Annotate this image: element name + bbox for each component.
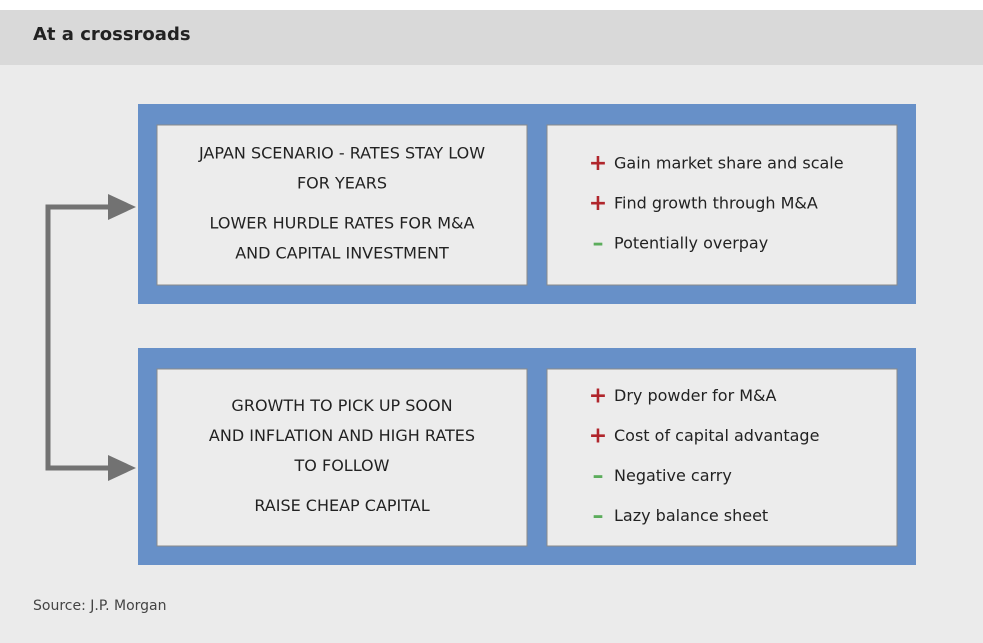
action-line: AND CAPITAL INVESTMENT	[235, 244, 449, 263]
item-sign: +	[589, 191, 607, 216]
item-text: Dry powder for M&A	[614, 386, 777, 405]
outcome-box	[546, 368, 898, 547]
scenario-line: AND INFLATION AND HIGH RATES	[209, 426, 475, 445]
source: Source: J.P. Morgan	[33, 598, 167, 614]
arrow-head	[108, 455, 136, 481]
item-sign: +	[589, 384, 607, 409]
scenario-box	[156, 124, 528, 286]
arrow-head	[108, 194, 136, 220]
scenario-box	[156, 368, 528, 547]
item-sign: –	[593, 464, 604, 489]
item-text: Potentially overpay	[614, 234, 768, 253]
item-text: Cost of capital advantage	[614, 426, 819, 445]
item-text: Negative carry	[614, 466, 732, 485]
item-sign: –	[593, 231, 604, 256]
scenario-line: JAPAN SCENARIO - RATES STAY LOW	[198, 144, 485, 163]
connector-arrow	[45, 204, 112, 471]
scenario-line: GROWTH TO PICK UP SOON	[231, 396, 452, 415]
item-text: Lazy balance sheet	[614, 506, 768, 525]
action-line: LOWER HURDLE RATES FOR M&A	[210, 214, 475, 233]
scenario-line: TO FOLLOW	[294, 456, 390, 475]
item-sign: +	[589, 424, 607, 449]
scenario-line: FOR YEARS	[297, 174, 387, 193]
item-text: Find growth through M&A	[614, 194, 818, 213]
title: At a crossroads	[33, 24, 191, 45]
action-line: RAISE CHEAP CAPITAL	[254, 496, 429, 515]
top-margin	[0, 0, 983, 10]
header-bar	[0, 10, 983, 65]
item-text: Gain market share and scale	[614, 154, 844, 173]
item-sign: +	[589, 151, 607, 176]
outcome-box	[546, 124, 898, 286]
item-sign: –	[593, 504, 604, 529]
